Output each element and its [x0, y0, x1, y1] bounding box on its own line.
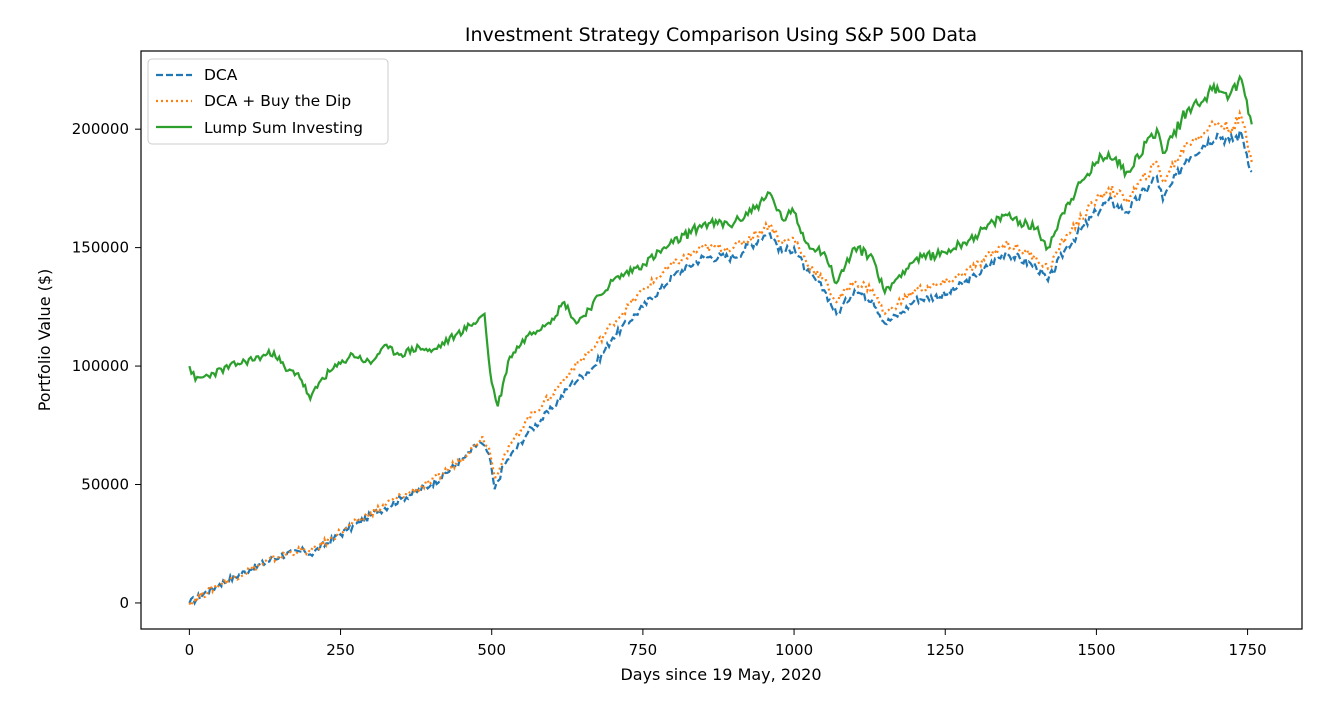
y-tick-label: 0	[119, 594, 129, 612]
x-tick-label: 1750	[1228, 641, 1266, 659]
y-tick-label: 100000	[72, 357, 129, 375]
axes-frame	[140, 50, 1303, 630]
legend-label-lump-sum: Lump Sum Investing	[204, 119, 363, 137]
series-line-dca	[188, 126, 1253, 606]
plot-area	[188, 74, 1253, 609]
series-line-lump-sum-investing	[188, 74, 1253, 407]
legend-label-dca: DCA	[204, 66, 238, 84]
y-tick-label: 200000	[72, 120, 129, 138]
x-tick-label: 750	[629, 641, 658, 659]
y-tick-label: 50000	[81, 476, 129, 494]
x-tick-label: 0	[185, 641, 195, 659]
y-axis-label: Portfolio Value ($)	[35, 269, 54, 412]
y-axis: 0 50000 100000 150000 200000	[72, 120, 141, 612]
x-tick-label: 1500	[1077, 641, 1115, 659]
series-line-dca-buy-the-dip	[188, 108, 1253, 609]
x-tick-label: 500	[477, 641, 506, 659]
x-axis: 0 250 500 750 1000 1250 1500 1750	[185, 629, 1267, 659]
legend-label-dca-buy-the-dip: DCA + Buy the Dip	[204, 92, 351, 110]
chart-title: Investment Strategy Comparison Using S&P…	[465, 24, 977, 46]
x-axis-label: Days since 19 May, 2020	[620, 665, 821, 684]
legend-box	[147, 58, 389, 145]
x-tick-label: 250	[326, 641, 355, 659]
legend: DCA DCA + Buy the Dip Lump Sum Investing	[147, 58, 389, 145]
y-tick-label: 150000	[72, 239, 129, 257]
x-tick-label: 1000	[775, 641, 813, 659]
x-tick-label: 1250	[926, 641, 964, 659]
